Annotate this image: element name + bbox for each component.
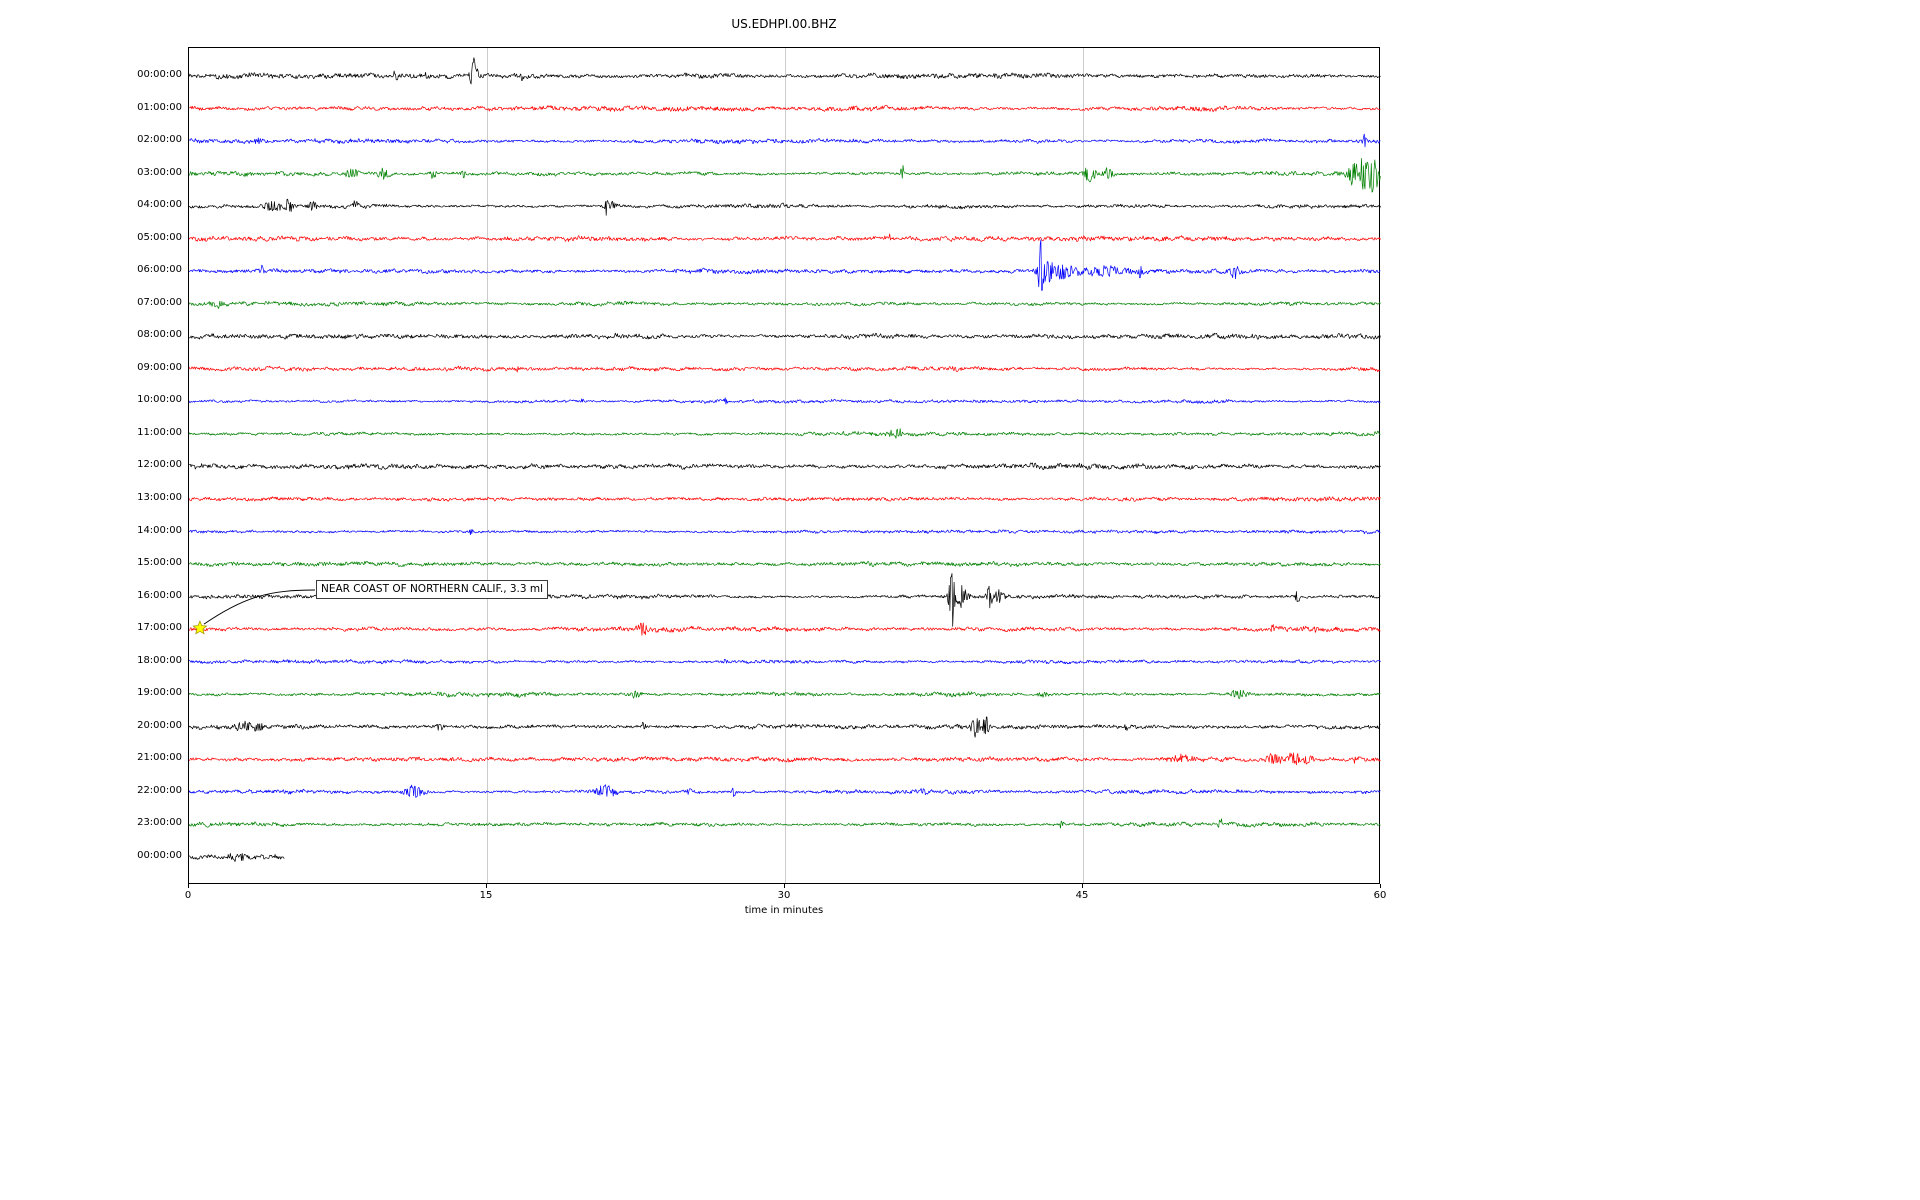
row-time-label: 17:00:00 [137,622,182,634]
x-axis-tick-label: 30 [777,890,791,901]
row-time-label: 11:00:00 [137,426,182,438]
x-axis-tick-label: 15 [479,890,493,901]
x-axis-tick-label: 60 [1373,890,1387,901]
row-time-label: 13:00:00 [137,492,182,504]
row-time-label: 00:00:00 [137,849,182,861]
row-time-label: 09:00:00 [137,361,182,373]
row-time-label: 15:00:00 [137,557,182,569]
event-annotation-box: NEAR COAST OF NORTHERN CALIF., 3.3 ml [316,580,549,599]
x-axis-tick-mark [783,884,785,888]
row-time-label: 04:00:00 [137,199,182,211]
row-time-label: 18:00:00 [137,654,182,666]
row-time-label: 00:00:00 [137,69,182,80]
row-time-label: 12:00:00 [137,459,182,471]
x-axis-title: time in minutes [744,905,824,916]
row-time-label: 23:00:00 [137,817,182,829]
row-time-label: 01:00:00 [137,101,182,113]
row-time-label: 21:00:00 [137,752,182,764]
row-time-label: 19:00:00 [137,687,182,699]
row-time-label: 03:00:00 [137,166,182,178]
x-axis-tick-mark [485,884,487,888]
row-time-label: 14:00:00 [137,524,182,536]
x-axis-tick-mark [187,884,189,888]
row-time-label: 06:00:00 [137,264,182,276]
row-time-label: 02:00:00 [137,134,182,146]
row-time-label: 22:00:00 [137,784,182,796]
row-time-label: 05:00:00 [137,231,182,243]
x-axis-tick-label: 0 [184,890,192,901]
row-time-label: 08:00:00 [137,329,182,341]
waveform-canvas [189,48,1381,885]
row-time-label: 07:00:00 [137,296,182,308]
row-time-label: 10:00:00 [137,394,182,406]
page-title: US.EDHPI.00.BHZ [731,17,837,31]
x-axis-tick-mark [1379,884,1381,888]
x-axis-tick-label: 45 [1075,890,1089,901]
row-time-label: 16:00:00 [137,589,182,601]
plot-area [188,47,1381,885]
x-axis-tick-mark [1081,884,1083,888]
row-time-label: 20:00:00 [137,719,182,731]
